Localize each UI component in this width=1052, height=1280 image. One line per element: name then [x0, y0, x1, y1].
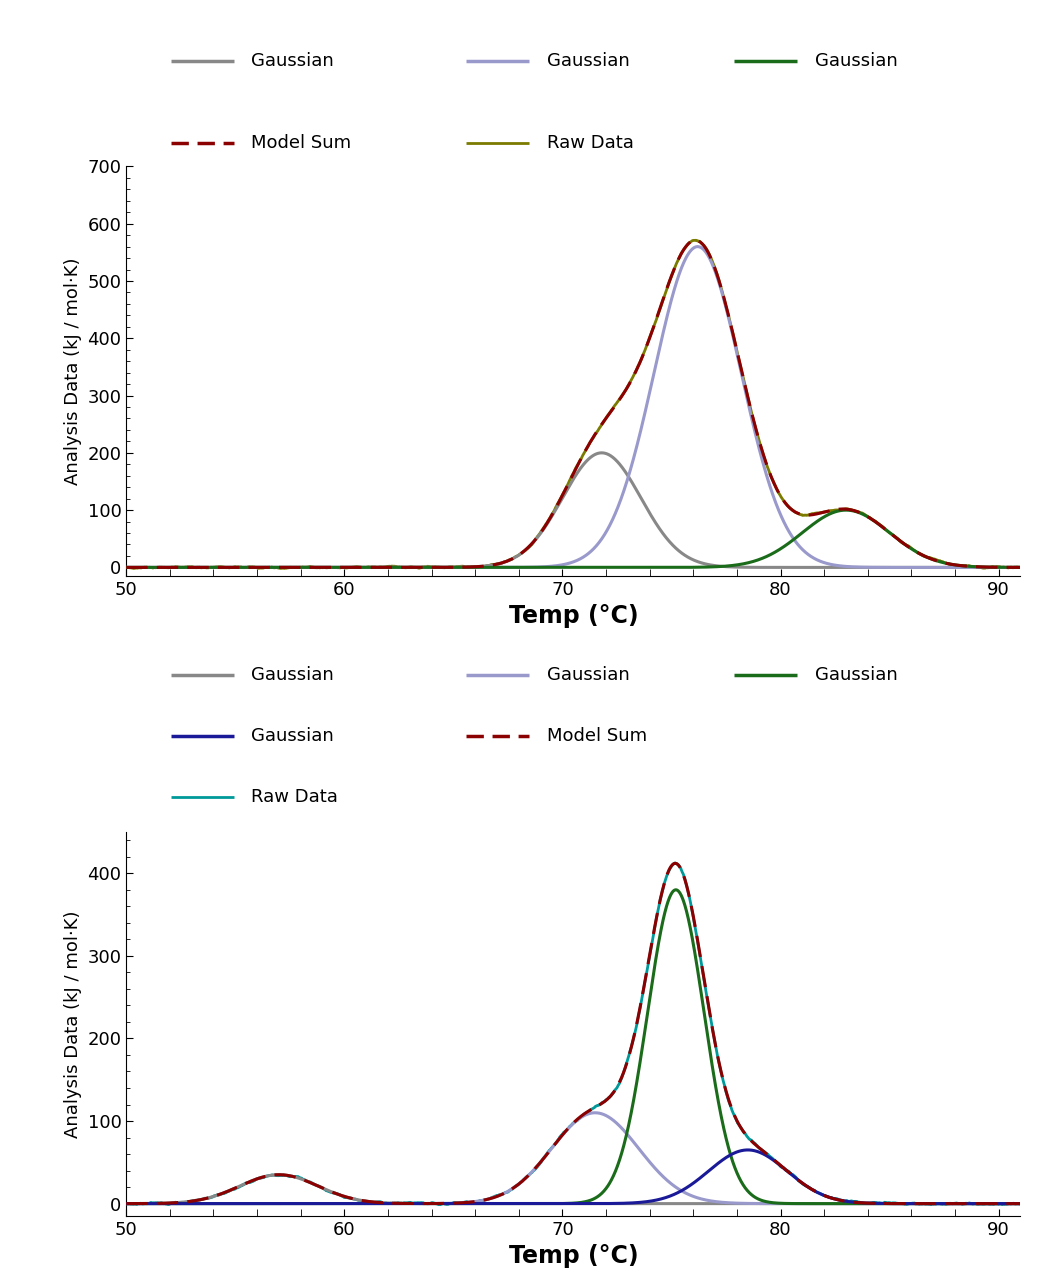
Text: Gaussian: Gaussian — [251, 52, 335, 70]
Text: Gaussian: Gaussian — [251, 666, 335, 684]
Text: Raw Data: Raw Data — [251, 788, 339, 806]
Y-axis label: Analysis Data (kJ / mol·K): Analysis Data (kJ / mol·K) — [64, 257, 82, 485]
Text: Gaussian: Gaussian — [814, 52, 897, 70]
Text: Gaussian: Gaussian — [251, 727, 335, 745]
X-axis label: Temp (°C): Temp (°C) — [508, 604, 639, 628]
Text: Raw Data: Raw Data — [547, 134, 633, 152]
Y-axis label: Analysis Data (kJ / mol·K): Analysis Data (kJ / mol·K) — [64, 910, 82, 1138]
Text: Gaussian: Gaussian — [547, 666, 629, 684]
Text: Model Sum: Model Sum — [547, 727, 647, 745]
Text: Gaussian: Gaussian — [814, 666, 897, 684]
Text: Model Sum: Model Sum — [251, 134, 351, 152]
X-axis label: Temp (°C): Temp (°C) — [508, 1244, 639, 1268]
Text: Gaussian: Gaussian — [547, 52, 629, 70]
